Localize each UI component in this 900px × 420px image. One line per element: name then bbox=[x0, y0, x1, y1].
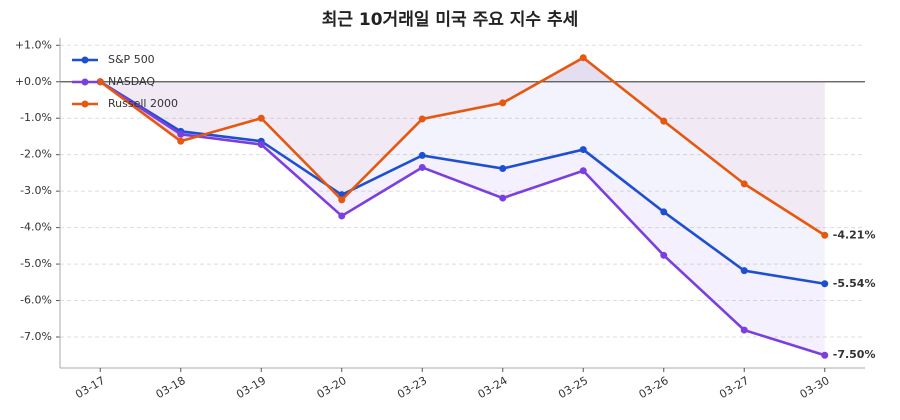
data-point bbox=[418, 115, 426, 123]
y-tick-label: +1.0% bbox=[15, 38, 52, 51]
data-point bbox=[499, 165, 507, 173]
legend-marker bbox=[81, 100, 89, 108]
legend-label: Russell 2000 bbox=[108, 97, 178, 110]
data-point bbox=[740, 267, 748, 275]
data-point bbox=[821, 351, 829, 359]
y-tick-label: -3.0% bbox=[20, 184, 52, 197]
fill-area bbox=[100, 57, 825, 284]
x-tick-label: 03-18 bbox=[154, 374, 188, 401]
x-tick-label: 03-26 bbox=[637, 374, 671, 401]
data-point bbox=[96, 78, 104, 86]
x-tick-label: 03-27 bbox=[717, 374, 751, 401]
series-line bbox=[99, 56, 826, 237]
data-point bbox=[257, 114, 265, 122]
data-point bbox=[418, 151, 426, 159]
y-tick-label: -4.0% bbox=[20, 221, 52, 234]
data-point bbox=[660, 117, 668, 125]
data-point bbox=[579, 146, 587, 154]
y-tick-label: -5.0% bbox=[20, 257, 52, 270]
data-point bbox=[177, 137, 185, 145]
x-tick-label: 03-17 bbox=[73, 374, 107, 401]
data-point bbox=[660, 251, 668, 259]
chart-title: 최근 10거래일 미국 주요 지수 추세 bbox=[322, 10, 579, 30]
data-point bbox=[821, 231, 829, 239]
x-tick-label: 03-24 bbox=[476, 374, 510, 401]
legend-label: S&P 500 bbox=[108, 53, 155, 66]
data-point bbox=[579, 54, 587, 62]
end-label: -4.21% bbox=[833, 228, 876, 241]
x-tick-label: 03-25 bbox=[556, 374, 590, 401]
y-tick-label: -6.0% bbox=[20, 294, 52, 307]
x-tick-label: 03-30 bbox=[798, 374, 832, 401]
fill-area bbox=[100, 57, 825, 236]
series-line bbox=[99, 80, 826, 357]
data-point bbox=[821, 280, 829, 288]
data-point bbox=[660, 208, 668, 216]
data-point bbox=[740, 326, 748, 334]
data-point bbox=[499, 99, 507, 107]
data-point bbox=[257, 140, 265, 148]
end-label: -7.50% bbox=[833, 348, 876, 361]
data-point bbox=[338, 212, 346, 220]
legend-marker bbox=[81, 56, 89, 64]
legend-marker bbox=[81, 78, 89, 86]
x-tick-label: 03-23 bbox=[395, 374, 429, 401]
x-tick-label: 03-20 bbox=[315, 374, 349, 401]
x-tick-label: 03-19 bbox=[234, 374, 268, 401]
data-point bbox=[177, 130, 185, 138]
fill-area bbox=[100, 81, 825, 356]
y-tick-label: +0.0% bbox=[15, 75, 52, 88]
end-label: -5.54% bbox=[833, 277, 876, 290]
data-point bbox=[740, 180, 748, 188]
data-point bbox=[579, 167, 587, 175]
y-tick-label: -7.0% bbox=[20, 330, 52, 343]
y-tick-label: -2.0% bbox=[20, 148, 52, 161]
data-point bbox=[499, 194, 507, 202]
legend-label: NASDAQ bbox=[108, 75, 155, 88]
y-tick-label: -1.0% bbox=[20, 111, 52, 124]
data-point bbox=[418, 163, 426, 171]
series-line bbox=[99, 80, 825, 286]
data-point bbox=[338, 196, 346, 204]
